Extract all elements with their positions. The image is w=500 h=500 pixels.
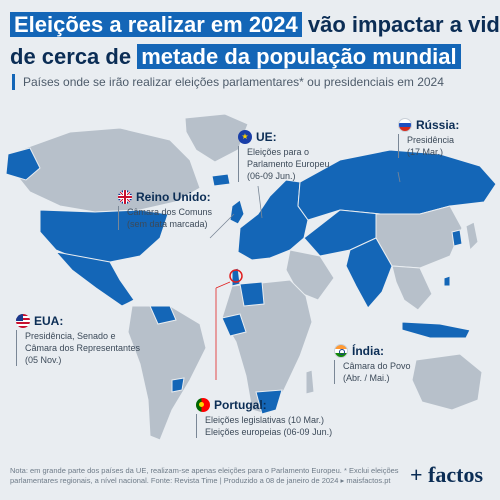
headline-text-1: vão impactar a vida [307, 12, 500, 37]
callout-usa: EUA: Presidência, Senado e Câmara dos Re… [16, 314, 140, 366]
callout-india-item-2: (Abr. / Mai.) [343, 373, 390, 383]
eu-connector-line [257, 185, 263, 219]
taiwan-shape [443, 275, 451, 287]
callout-russia-item-1: Presidência [407, 135, 455, 145]
callout-portugal-item-1: Eleições legislativas (10 Mar.) [205, 415, 325, 425]
footer-note: Nota: em grande parte dos países da UE, … [10, 466, 399, 485]
callout-eu: ★ UE: Eleições para o Parlamento Europeu… [238, 130, 330, 182]
usa-shape [39, 209, 169, 263]
portugal-marker-circle [229, 269, 243, 283]
callout-eu-item-2: Parlamento Europeu [247, 159, 330, 169]
callout-russia-item-2: (17 Mar.) [407, 147, 444, 157]
headline-highlight-1: Eleições a realizar em 2024 [10, 12, 302, 37]
callout-portugal-items: Eleições legislativas (10 Mar.) Eleições… [196, 414, 332, 438]
headline: Eleições a realizar em 2024 vão impactar… [10, 10, 500, 74]
venezuela-shape [149, 305, 177, 325]
uk-flag-icon [118, 190, 132, 204]
world-map [0, 110, 500, 450]
china-shape [375, 205, 463, 269]
callout-eu-item-1: Eleições para o [247, 147, 310, 157]
callout-eu-name: UE: [256, 130, 277, 144]
callout-eu-item-3: (06-09 Jun.) [247, 171, 296, 181]
callout-usa-items: Presidência, Senado e Câmara dos Represe… [16, 330, 140, 366]
uk-connector-line [209, 213, 235, 239]
southeast-asia-shape [391, 265, 433, 311]
callout-india-item-1: Câmara do Povo [343, 361, 411, 371]
greenland-shape [184, 113, 249, 163]
callout-portugal-item-2: Eleições europeias (06-09 Jun.) [205, 427, 333, 437]
callout-russia: Rússia: Presidência (17 Mar.) [398, 118, 459, 158]
callout-india-items: Câmara do Povo (Abr. / Mai.) [334, 360, 411, 384]
mexico-shape [54, 251, 135, 307]
callout-uk-item-1: Câmara dos Comuns [127, 207, 213, 217]
usa-flag-icon [16, 314, 30, 328]
canada-shape [13, 127, 201, 213]
uk-shape [229, 199, 245, 225]
russia-connector-line [397, 171, 401, 183]
subtitle: Países onde se irão realizar eleições pa… [12, 74, 493, 90]
europe-shape [237, 179, 309, 261]
iceland-shape [211, 173, 231, 187]
eu-flag-icon: ★ [238, 130, 252, 144]
india-flag-icon [334, 344, 348, 358]
algeria-shape [239, 281, 265, 307]
uruguay-shape [171, 377, 185, 393]
callout-russia-items: Presidência (17 Mar.) [398, 134, 459, 158]
callout-uk-items: Câmara dos Comuns (sem data marcada) [118, 206, 212, 230]
portugal-connector-line-2 [215, 281, 231, 289]
callout-russia-name: Rússia: [416, 118, 460, 132]
callout-uk: Reino Unido: Câmara dos Comuns (sem data… [118, 190, 212, 230]
callout-usa-item-1: Presidência, Senado e [25, 331, 116, 341]
brand-logo: + factos [410, 462, 484, 487]
callout-india: Índia: Câmara do Povo (Abr. / Mai.) [334, 344, 411, 384]
portugal-flag-icon [196, 398, 210, 412]
indonesia-shape [401, 321, 471, 339]
south-africa-shape [255, 389, 283, 415]
world-map-svg [5, 113, 497, 441]
callout-uk-name: Reino Unido: [136, 190, 211, 204]
callout-india-name: Índia: [352, 344, 384, 358]
callout-uk-item-2: (sem data marcada) [127, 219, 208, 229]
callout-eu-items: Eleições para o Parlamento Europeu (06-0… [238, 146, 330, 182]
callout-portugal: Portugal: Eleições legislativas (10 Mar.… [196, 398, 332, 438]
callout-usa-name: EUA: [34, 314, 64, 328]
callout-usa-item-3: (05 Nov.) [25, 355, 62, 365]
korea-shape [451, 229, 463, 247]
headline-highlight-2: metade da população mundial [137, 44, 461, 69]
japan-shape [465, 221, 479, 252]
australia-shape [411, 353, 483, 411]
madagascar-shape [305, 369, 315, 395]
headline-text-2: de cerca de [10, 44, 132, 69]
callout-portugal-name: Portugal: [214, 398, 267, 412]
russia-flag-icon [398, 118, 412, 132]
india-shape [345, 237, 393, 309]
callout-usa-item-2: Câmara dos Representantes [25, 343, 141, 353]
alaska-shape [5, 147, 41, 181]
west-africa-shape [221, 313, 247, 337]
south-america-shape [127, 305, 207, 441]
